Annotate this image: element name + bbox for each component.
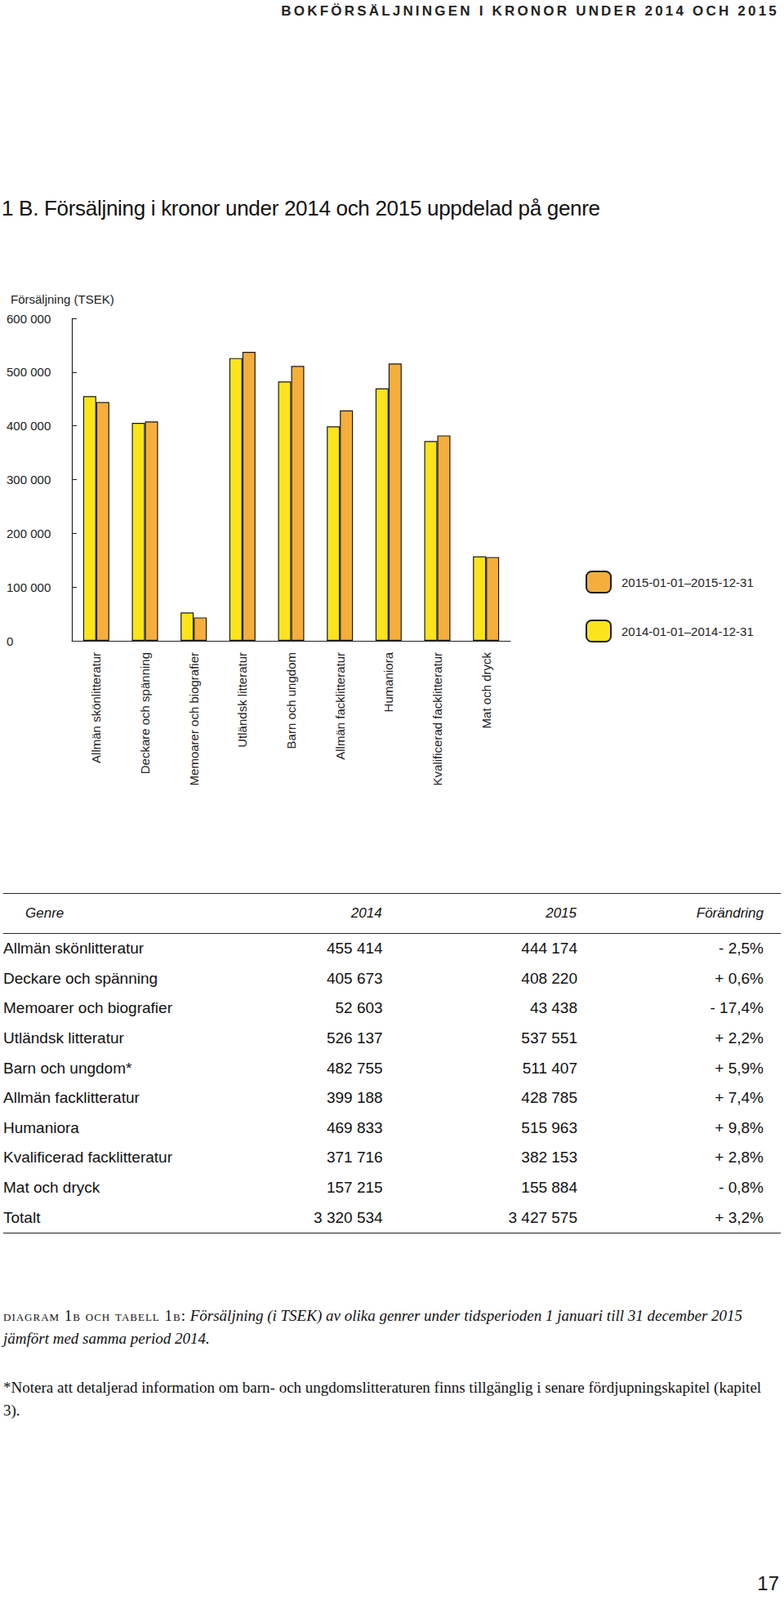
svg-text:0: 0	[6, 634, 14, 649]
svg-text:Humaniora: Humaniora	[381, 651, 396, 713]
html-text:526 137: 526 137	[326, 1029, 383, 1048]
html-text:Förändring: Förändring	[696, 905, 764, 922]
html-text:Totalt: Totalt	[3, 1209, 41, 1227]
html-text:Memoarer och biografier: Memoarer och biografier	[3, 1000, 173, 1018]
html-text:+ 0,6%: + 0,6%	[714, 970, 764, 988]
html-text:428 785: 428 785	[521, 1089, 578, 1107]
html-text:- 0,8%: - 0,8%	[718, 1179, 764, 1197]
html-text:+ 2,2%: + 2,2%	[714, 1029, 764, 1048]
svg-text:Kvalificerad facklitteratur: Kvalificerad facklitteratur	[430, 652, 445, 786]
html-text:*Notera att detaljerad informa: *Notera att detaljerad information om ba…	[3, 1379, 762, 1420]
html-text:515 963: 515 963	[521, 1119, 578, 1137]
html-text:1 B. Försäljning i kronor unde: 1 B. Försäljning i kronor under 2014 och…	[1, 196, 601, 221]
html-text:Humaniora: Humaniora	[3, 1119, 80, 1137]
html-text:155 884: 155 884	[521, 1179, 578, 1197]
svg-text:2015-01-01–2015-12-31: 2015-01-01–2015-12-31	[621, 575, 754, 590]
html-text:diagram 1b och tabell 1b: Förs: diagram 1b och tabell 1b: Försäljning (i…	[3, 1307, 743, 1348]
html-text:17: 17	[757, 1572, 780, 1595]
html-text:537 551: 537 551	[521, 1029, 578, 1048]
html-text:+ 2,8%: + 2,8%	[714, 1149, 764, 1167]
svg-text:Mat och dryck: Mat och dryck	[479, 652, 494, 730]
svg-text:Memoarer och biografier: Memoarer och biografier	[187, 652, 201, 786]
html-text:371 716: 371 716	[326, 1149, 383, 1167]
html-text:- 17,4%: - 17,4%	[710, 1000, 764, 1018]
html-text:Utländsk litteratur: Utländsk litteratur	[3, 1029, 124, 1048]
svg-text:Försäljning (TSEK): Försäljning (TSEK)	[10, 292, 115, 307]
svg-text:300 000: 300 000	[6, 472, 51, 487]
html-text:+ 3,2%: + 3,2%	[714, 1209, 764, 1227]
html-text:+ 5,9%: + 5,9%	[714, 1059, 764, 1077]
svg-text:200 000: 200 000	[6, 526, 51, 541]
svg-text:Barn och ungdom: Barn och ungdom	[284, 652, 299, 749]
svg-text:2014-01-01–2014-12-31: 2014-01-01–2014-12-31	[621, 624, 754, 639]
html-text:Mat och dryck: Mat och dryck	[3, 1179, 100, 1197]
html-text:+ 7,4%: + 7,4%	[714, 1089, 764, 1107]
html-text:Kvalificerad facklitteratur: Kvalificerad facklitteratur	[3, 1149, 173, 1167]
svg-text:500 000: 500 000	[6, 365, 51, 379]
svg-text:Allmän skönlitteratur: Allmän skönlitteratur	[89, 652, 103, 764]
html-text:3 427 575: 3 427 575	[508, 1209, 578, 1227]
html-text:405 673: 405 673	[326, 970, 383, 988]
html-text:3 320 534: 3 320 534	[313, 1209, 383, 1227]
html-text:455 414: 455 414	[326, 940, 383, 958]
html-text:52 603: 52 603	[335, 1000, 383, 1018]
html-text:BOKFÖRSÄLJNINGEN I KRONOR UNDE: BOKFÖRSÄLJNINGEN I KRONOR UNDER 2014 OCH…	[281, 3, 780, 19]
svg-text:Deckare och spänning: Deckare och spänning	[138, 652, 152, 775]
html-text:408 220: 408 220	[521, 970, 578, 988]
html-text:43 438: 43 438	[529, 1000, 578, 1018]
html-text:Allmän skönlitteratur: Allmän skönlitteratur	[3, 940, 144, 958]
html-text:382 153: 382 153	[521, 1149, 578, 1167]
html-text:444 174: 444 174	[521, 940, 578, 958]
html-text:Barn och ungdom*: Barn och ungdom*	[3, 1059, 132, 1077]
html-text:Genre: Genre	[25, 905, 64, 922]
html-text:399 188: 399 188	[326, 1089, 383, 1107]
html-text:+ 9,8%: + 9,8%	[714, 1119, 764, 1137]
svg-text:Utländsk litteratur: Utländsk litteratur	[235, 652, 250, 749]
svg-text:600 000: 600 000	[6, 311, 51, 326]
svg-text:400 000: 400 000	[6, 418, 51, 433]
html-text:157 215: 157 215	[326, 1179, 383, 1197]
svg-text:100 000: 100 000	[6, 580, 51, 595]
html-text:Deckare och spänning: Deckare och spänning	[3, 970, 158, 988]
html-text:2014: 2014	[351, 905, 382, 922]
html-text:2015: 2015	[545, 905, 577, 922]
html-text:482 755: 482 755	[326, 1059, 383, 1077]
html-text:469 833: 469 833	[326, 1119, 383, 1137]
html-text:511 407: 511 407	[522, 1059, 578, 1077]
html-text:- 2,5%: - 2,5%	[718, 940, 764, 958]
html-text:Allmän facklitteratur: Allmän facklitteratur	[3, 1089, 140, 1107]
svg-text:Allmän facklitteratur: Allmän facklitteratur	[333, 652, 348, 761]
